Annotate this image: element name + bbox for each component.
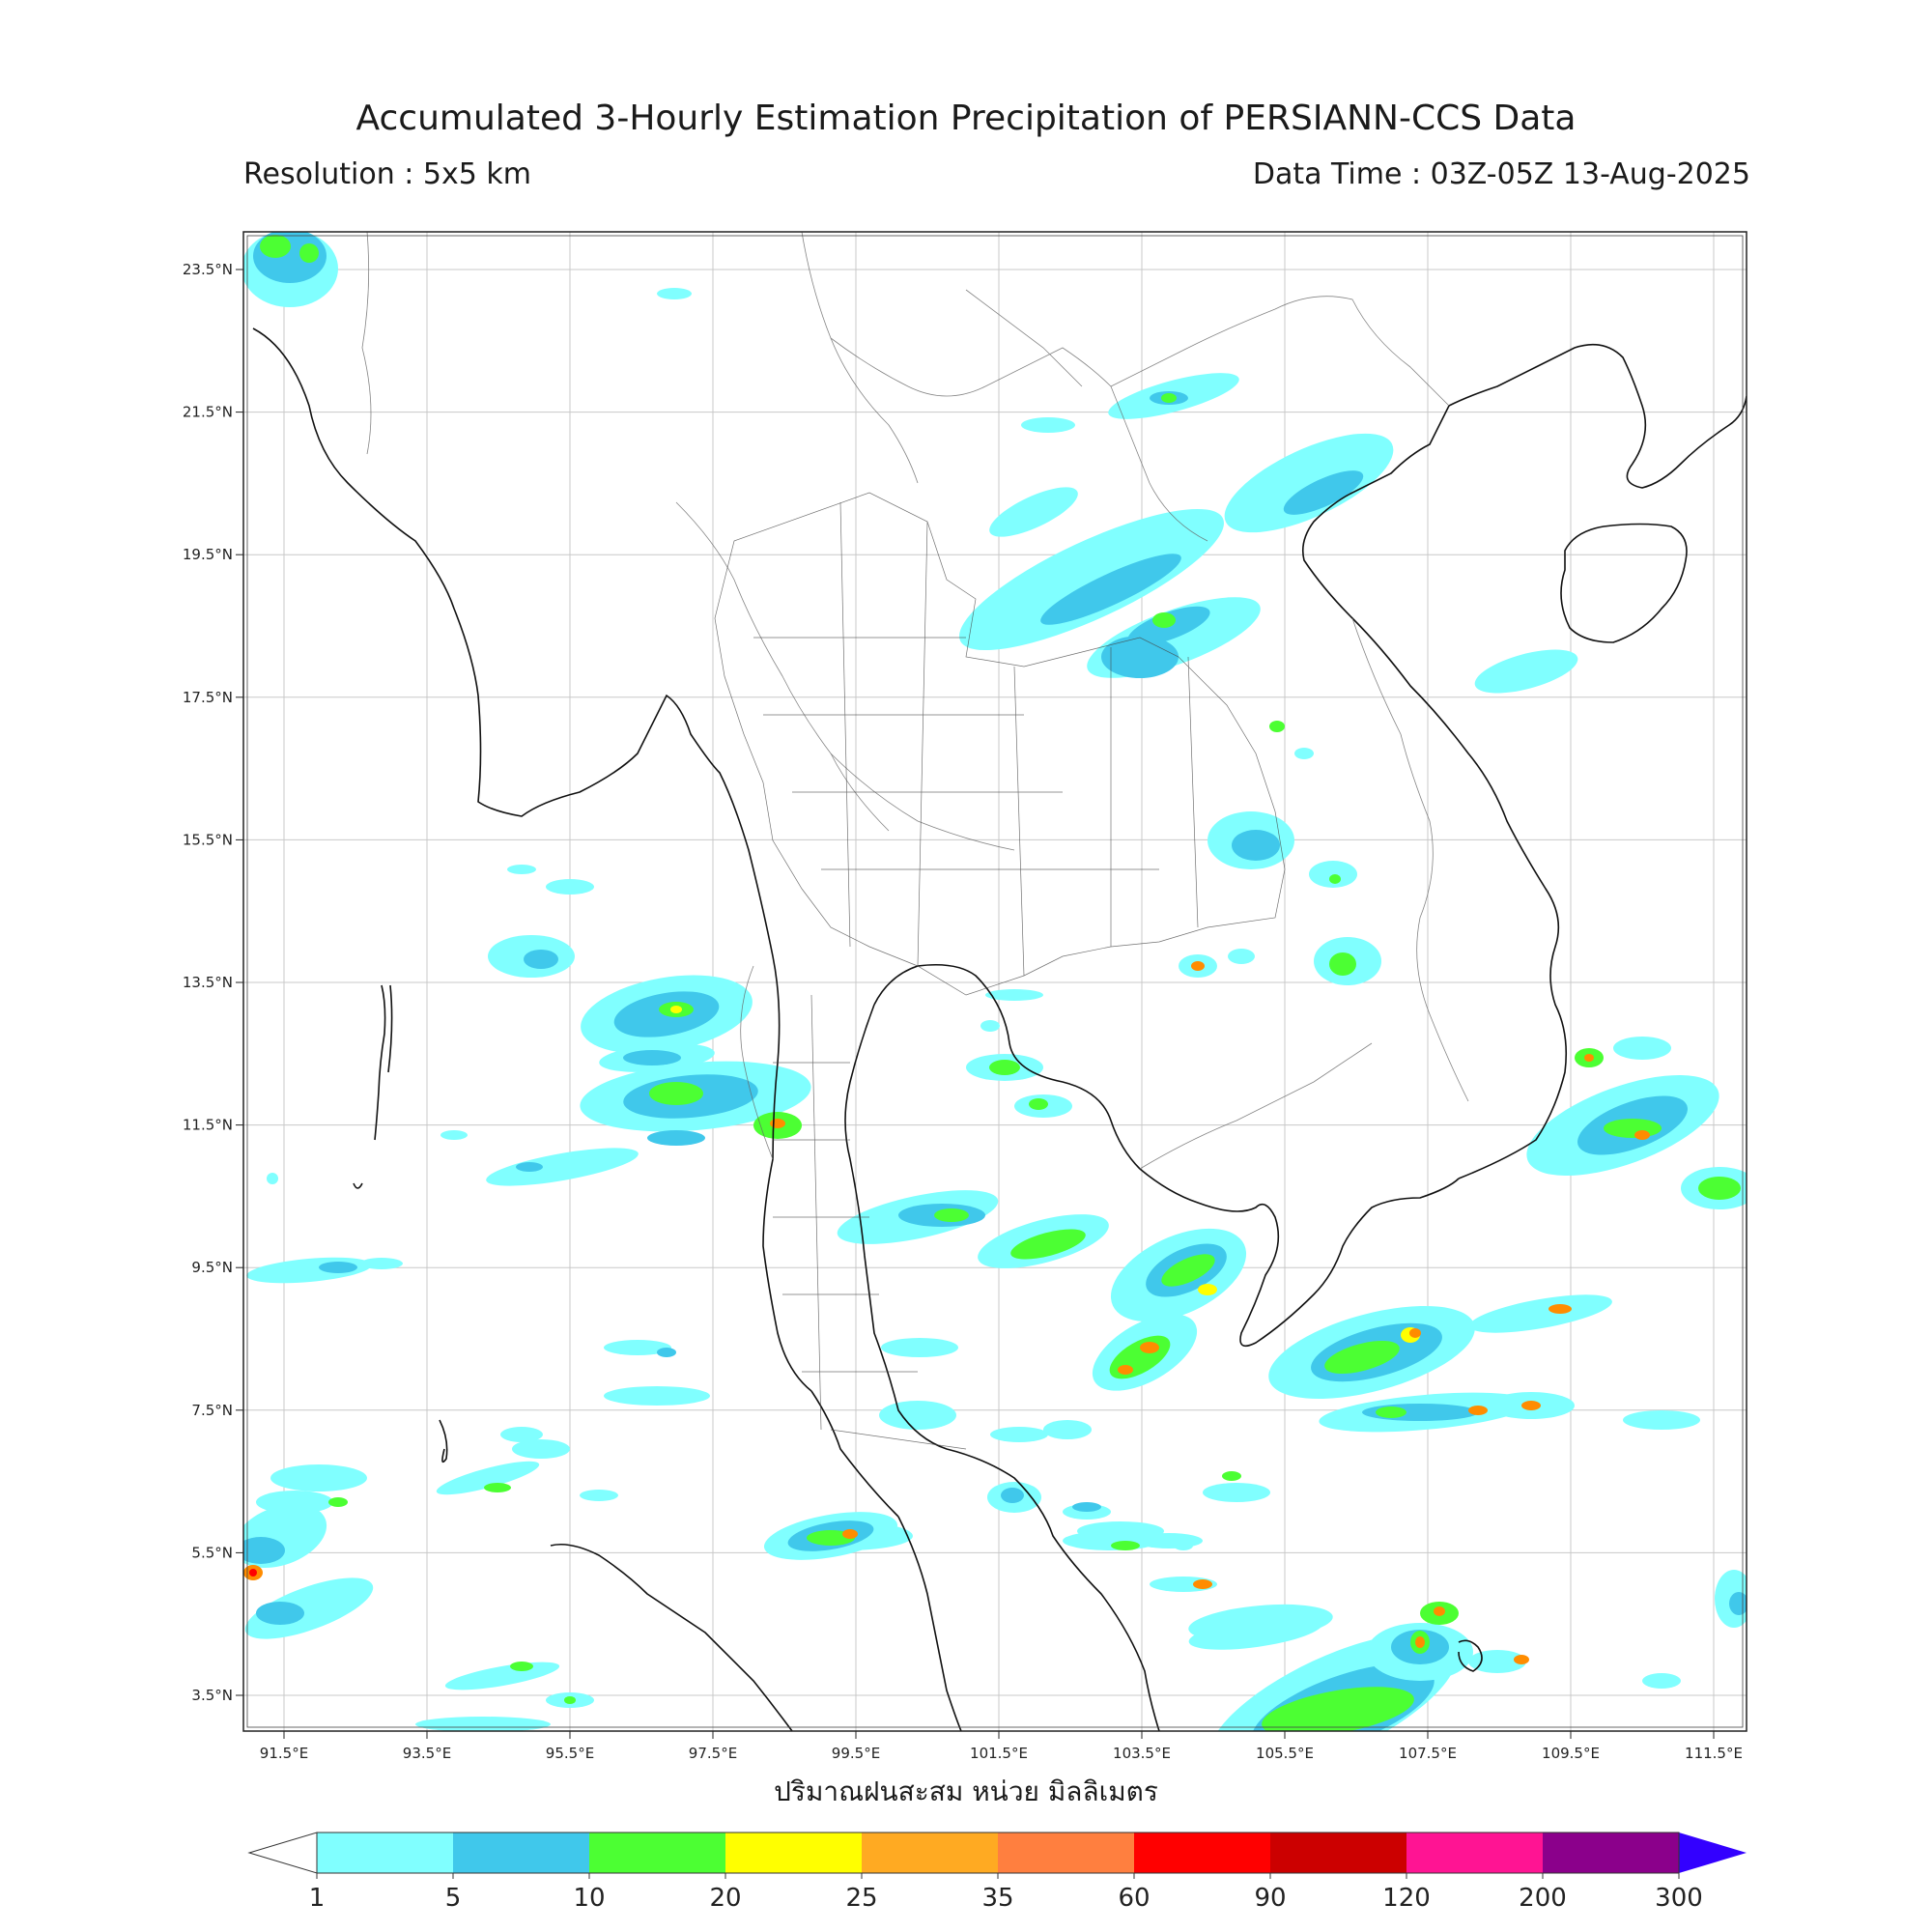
colorbar-label: 1 [309, 1884, 326, 1913]
longitude-ticks: 91.5°E 93.5°E 95.5°E 97.5°E 99.5°E 101.5°E 103… [260, 1731, 1743, 1762]
lon-tick-label: 103.5°E [1113, 1745, 1171, 1762]
colorbar-segment [1134, 1833, 1270, 1873]
colorbar-segment [725, 1833, 862, 1873]
resolution-label: Resolution : 5x5 km [243, 157, 531, 191]
lon-tick-label: 107.5°E [1399, 1745, 1457, 1762]
colorbar-over-arrow [1679, 1833, 1747, 1873]
colorbar-segment [1406, 1833, 1543, 1873]
colorbar-label: 5 [445, 1884, 462, 1913]
colorbar-label: 200 [1519, 1884, 1567, 1913]
map-frame [242, 231, 1747, 1732]
colorbar-label: 25 [845, 1884, 877, 1913]
lon-tick-label: 91.5°E [260, 1745, 308, 1762]
colorbar-label: 90 [1254, 1884, 1286, 1913]
lon-tick-label: 105.5°E [1256, 1745, 1314, 1762]
lat-tick-label: 3.5°N [191, 1687, 233, 1704]
colorbar-segment [317, 1833, 453, 1873]
lat-tick-label: 11.5°N [183, 1117, 233, 1134]
lon-tick-label: 97.5°E [689, 1745, 737, 1762]
colorbar-label: 60 [1118, 1884, 1150, 1913]
thailand-provinces [714, 492, 1286, 1450]
map-title: Accumulated 3-Hourly Estimation Precipit… [355, 99, 1577, 138]
data-time-label: Data Time : 03Z-05Z 13-Aug-2025 [1252, 157, 1750, 191]
colorbar-segment [862, 1833, 998, 1873]
colorbar-label: 20 [709, 1884, 741, 1913]
lat-tick-label: 17.5°N [183, 689, 233, 706]
colorbar-segment [453, 1833, 589, 1873]
colorbar-label: 35 [981, 1884, 1013, 1913]
lon-tick-label: 101.5°E [970, 1745, 1028, 1762]
lat-tick-label: 5.5°N [191, 1544, 233, 1561]
lon-tick-label: 99.5°E [832, 1745, 880, 1762]
colorbar-segment [998, 1833, 1134, 1873]
rain-field-layer [243, 232, 1747, 1731]
colorbar-label: 300 [1655, 1884, 1703, 1913]
coastlines-borders [252, 327, 1747, 1731]
lat-tick-label: 15.5°N [183, 831, 233, 848]
colorbar-under-arrow [247, 1832, 318, 1874]
lat-tick-label: 7.5°N [191, 1402, 233, 1419]
colorbar-segment [1543, 1833, 1679, 1873]
latitude-ticks: 23.5°N 21.5°N 19.5°N 17.5°N 15.5°N 13.5°N 11.5… [183, 261, 243, 1704]
lon-tick-label: 111.5°E [1685, 1745, 1743, 1762]
colorbar-segment [1270, 1833, 1406, 1873]
province-borders [361, 232, 1469, 1170]
lon-tick-label: 93.5°E [403, 1745, 451, 1762]
lat-tick-label: 9.5°N [191, 1259, 233, 1276]
lat-tick-label: 21.5°N [183, 404, 233, 421]
lon-tick-label: 95.5°E [546, 1745, 594, 1762]
lat-tick-label: 23.5°N [183, 261, 233, 278]
colorbar-axis-label: ปริมาณฝนสะสม หน่วย มิลลิเมตร [774, 1776, 1158, 1807]
lat-tick-label: 13.5°N [183, 974, 233, 991]
lat-tick-label: 19.5°N [183, 546, 233, 563]
colorbar-label: 10 [573, 1884, 605, 1913]
colorbar: 1 5 10 20 25 35 60 90 120 200 300 [247, 1832, 1747, 1913]
colorbar-label: 120 [1382, 1884, 1431, 1913]
lon-tick-label: 109.5°E [1542, 1745, 1600, 1762]
colorbar-segment [589, 1833, 725, 1873]
